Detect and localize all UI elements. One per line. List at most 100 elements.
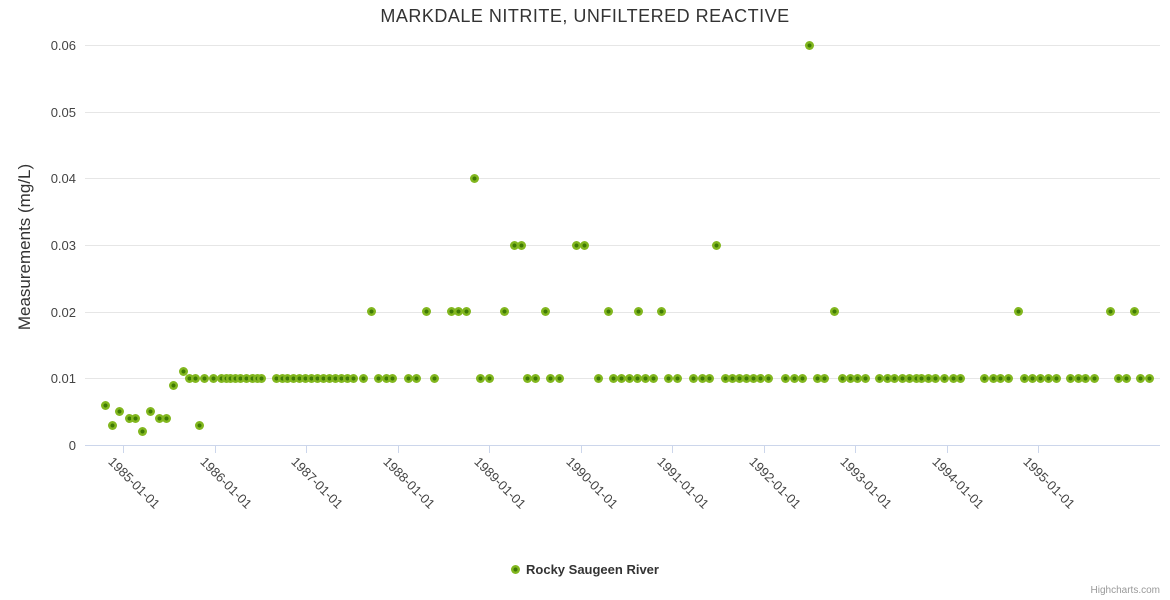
data-point[interactable] <box>830 307 840 317</box>
data-point[interactable] <box>168 380 178 390</box>
data-point[interactable] <box>1019 373 1029 383</box>
data-point[interactable] <box>185 373 195 383</box>
data-point[interactable] <box>359 373 369 383</box>
data-point[interactable] <box>1035 373 1045 383</box>
data-point[interactable] <box>382 373 392 383</box>
data-point[interactable] <box>711 240 721 250</box>
data-point[interactable] <box>861 373 871 383</box>
data-point[interactable] <box>516 240 526 250</box>
data-point[interactable] <box>579 240 589 250</box>
data-point[interactable] <box>374 373 384 383</box>
data-point[interactable] <box>948 373 958 383</box>
data-point[interactable] <box>883 373 893 383</box>
data-point[interactable] <box>545 373 555 383</box>
data-point[interactable] <box>554 373 564 383</box>
data-point[interactable] <box>225 373 235 383</box>
data-point[interactable] <box>294 373 304 383</box>
data-point[interactable] <box>131 413 141 423</box>
data-point[interactable] <box>461 307 471 317</box>
legend[interactable]: Rocky Saugeen River <box>0 562 1170 577</box>
data-point[interactable] <box>485 373 495 383</box>
data-point[interactable] <box>672 373 682 383</box>
data-point[interactable] <box>469 173 479 183</box>
data-point[interactable] <box>742 373 752 383</box>
data-point[interactable] <box>979 373 989 383</box>
data-point[interactable] <box>1003 373 1013 383</box>
data-point[interactable] <box>531 373 541 383</box>
data-point[interactable] <box>230 373 240 383</box>
data-point[interactable] <box>721 373 731 383</box>
data-point[interactable] <box>312 373 322 383</box>
data-point[interactable] <box>1073 373 1083 383</box>
data-point[interactable] <box>633 307 643 317</box>
data-point[interactable] <box>846 373 856 383</box>
data-point[interactable] <box>138 427 148 437</box>
data-point[interactable] <box>875 373 885 383</box>
data-point[interactable] <box>728 373 738 383</box>
data-point[interactable] <box>277 373 287 383</box>
data-point[interactable] <box>337 373 347 383</box>
data-point[interactable] <box>705 373 715 383</box>
data-point[interactable] <box>756 373 766 383</box>
data-point[interactable] <box>608 373 618 383</box>
data-point[interactable] <box>523 373 533 383</box>
data-point[interactable] <box>412 373 422 383</box>
data-point[interactable] <box>430 373 440 383</box>
data-point[interactable] <box>749 373 759 383</box>
data-point[interactable] <box>1051 373 1061 383</box>
data-point[interactable] <box>388 373 398 383</box>
data-point[interactable] <box>624 373 634 383</box>
data-point[interactable] <box>593 373 603 383</box>
data-point[interactable] <box>453 307 463 317</box>
data-point[interactable] <box>764 373 774 383</box>
data-point[interactable] <box>146 407 156 417</box>
data-point[interactable] <box>603 307 613 317</box>
data-point[interactable] <box>931 373 941 383</box>
data-point[interactable] <box>325 373 334 383</box>
data-point[interactable] <box>500 307 510 317</box>
data-point[interactable] <box>318 373 328 383</box>
data-point[interactable] <box>300 373 310 383</box>
data-point[interactable] <box>540 307 550 317</box>
data-point[interactable] <box>988 373 998 383</box>
data-point[interactable] <box>1043 373 1053 383</box>
data-point[interactable] <box>404 373 414 383</box>
data-point[interactable] <box>367 307 377 317</box>
data-point[interactable] <box>616 373 626 383</box>
data-point[interactable] <box>241 373 251 383</box>
data-point[interactable] <box>349 373 359 383</box>
data-point[interactable] <box>632 373 642 383</box>
data-point[interactable] <box>306 373 316 383</box>
data-point[interactable] <box>995 373 1005 383</box>
data-point[interactable] <box>1027 373 1037 383</box>
data-point[interactable] <box>155 413 165 423</box>
data-point[interactable] <box>1080 373 1090 383</box>
data-point[interactable] <box>476 373 486 383</box>
data-point[interactable] <box>663 373 673 383</box>
data-point[interactable] <box>813 373 823 383</box>
data-point[interactable] <box>1113 373 1123 383</box>
data-point[interactable] <box>905 373 915 383</box>
data-point[interactable] <box>955 373 965 383</box>
data-point[interactable] <box>190 373 200 383</box>
data-point[interactable] <box>924 373 934 383</box>
data-point[interactable] <box>125 413 135 423</box>
data-point[interactable] <box>890 373 900 383</box>
data-point[interactable] <box>820 373 830 383</box>
data-point[interactable] <box>853 373 863 383</box>
data-point[interactable] <box>509 240 519 250</box>
data-point[interactable] <box>917 373 927 383</box>
data-point[interactable] <box>271 373 281 383</box>
data-point[interactable] <box>282 373 292 383</box>
data-point[interactable] <box>1105 307 1115 317</box>
data-point[interactable] <box>689 373 699 383</box>
data-point[interactable] <box>1144 373 1154 383</box>
data-point[interactable] <box>781 373 791 383</box>
data-point[interactable] <box>1089 373 1099 383</box>
data-point[interactable] <box>446 307 456 317</box>
data-point[interactable] <box>1129 307 1139 317</box>
data-point[interactable] <box>209 373 219 383</box>
data-point[interactable] <box>216 373 226 383</box>
data-point[interactable] <box>1135 373 1145 383</box>
data-point[interactable] <box>343 373 353 383</box>
